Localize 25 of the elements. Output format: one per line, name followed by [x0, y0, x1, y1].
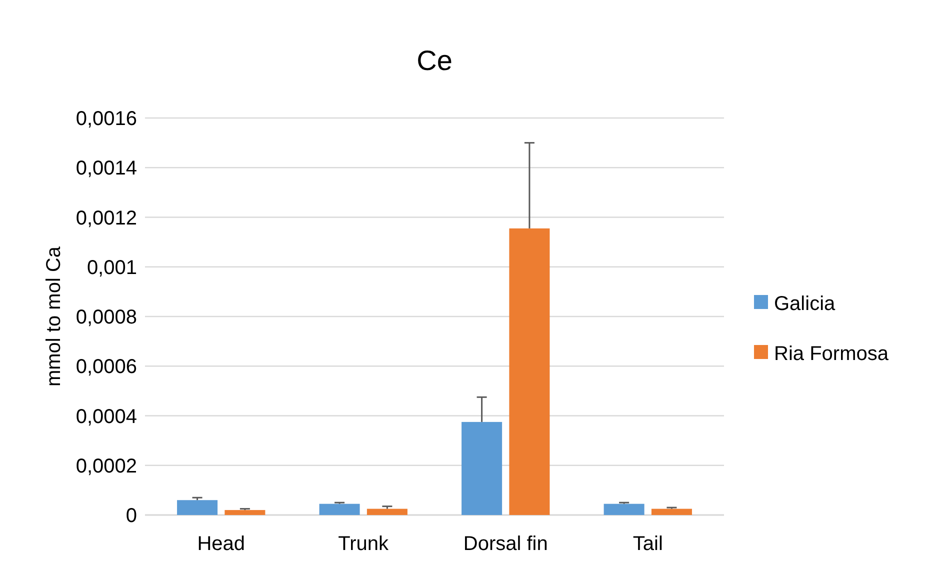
- y-tick-label: 0,0004: [76, 406, 137, 428]
- chart-title: Ce: [416, 45, 452, 76]
- bar: [651, 508, 692, 515]
- x-tick-label: Head: [197, 533, 246, 555]
- x-tick-label: Trunk: [338, 533, 390, 555]
- bar: [509, 228, 550, 515]
- legend-label: Galicia: [774, 293, 836, 315]
- y-tick-label: 0,0016: [76, 108, 137, 130]
- x-tick-label: Dorsal fin: [463, 533, 548, 555]
- y-tick-label: 0,0006: [76, 356, 137, 378]
- bar: [319, 504, 360, 515]
- bar: [366, 508, 408, 515]
- legend-label: Ria Formosa: [774, 343, 890, 365]
- y-tick-label: 0: [126, 505, 137, 527]
- x-tick-label: Tail: [632, 533, 663, 555]
- bar: [177, 500, 218, 515]
- y-tick-label: 0,0002: [76, 455, 137, 478]
- y-axis-title: mmol to mol Ca: [43, 246, 65, 387]
- bar: [462, 422, 502, 515]
- bar: [604, 504, 644, 515]
- y-tick-label: 0,001: [86, 256, 137, 279]
- y-tick-label: 0,0014: [76, 158, 137, 180]
- y-tick-label: 0,0012: [76, 207, 137, 230]
- bar: [224, 510, 266, 515]
- y-tick-label: 0,0008: [76, 306, 137, 328]
